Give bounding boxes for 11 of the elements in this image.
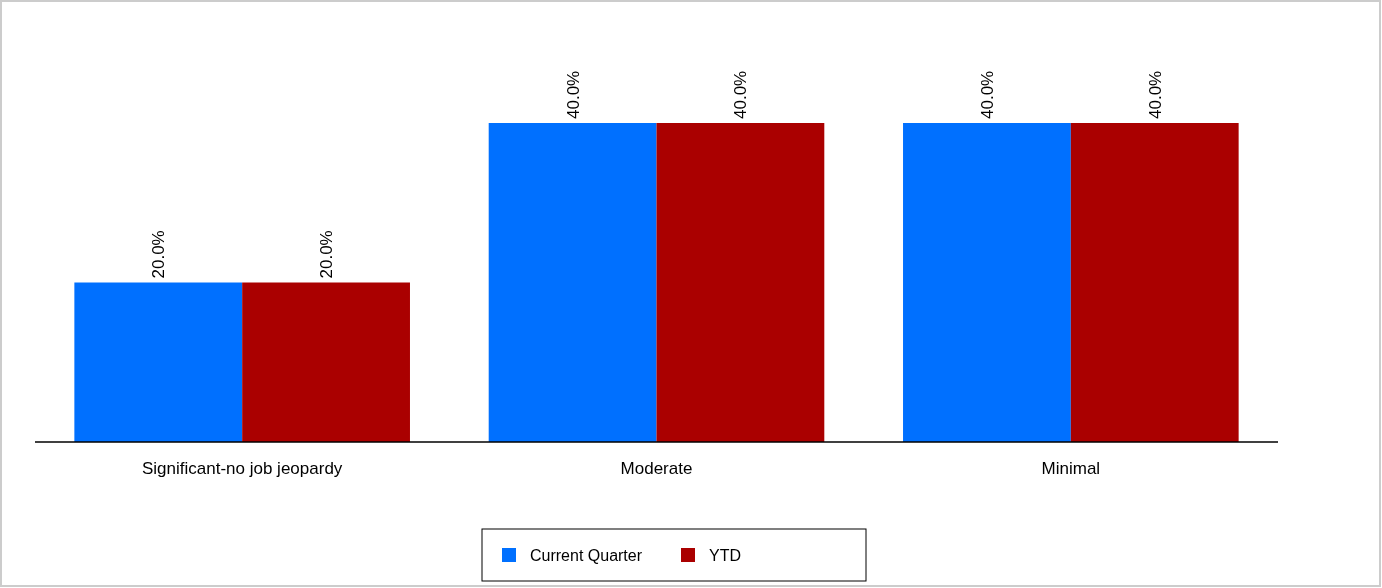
data-label: 20.0% xyxy=(149,230,169,279)
data-label: 20.0% xyxy=(317,230,337,279)
data-label: 40.0% xyxy=(1145,70,1165,119)
data-label: 40.0% xyxy=(563,70,583,119)
x-tick-label: Significant-no job jeopardy xyxy=(141,459,343,478)
data-label: 40.0% xyxy=(731,70,751,119)
x-tick-label: Moderate xyxy=(620,459,693,478)
data-label: 40.0% xyxy=(977,70,997,119)
legend-label: YTD xyxy=(709,547,741,564)
legend-label: Current Quarter xyxy=(530,547,643,564)
x-tick-label: Minimal xyxy=(1041,459,1101,478)
